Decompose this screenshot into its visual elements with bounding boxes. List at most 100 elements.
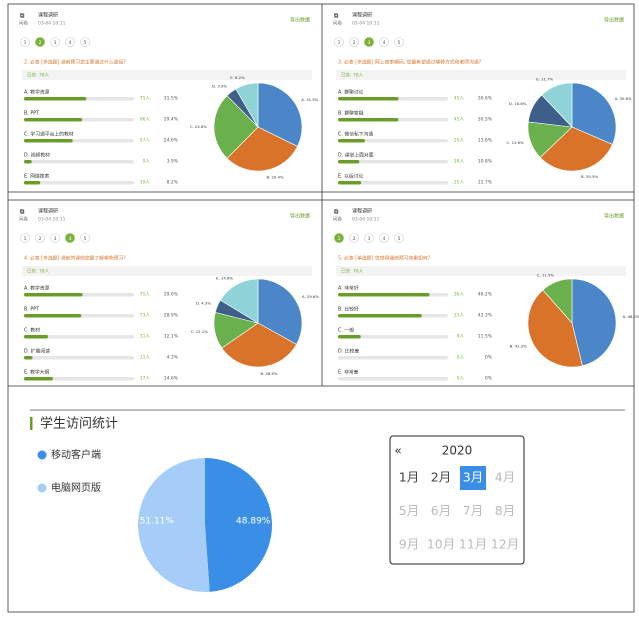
bar xyxy=(24,356,33,360)
bar-track xyxy=(338,335,448,339)
month: 4月 xyxy=(495,470,515,485)
export-button[interactable]: 导出数据 xyxy=(604,17,624,24)
option-label: A. 非常好 xyxy=(338,285,359,292)
count: 45人 xyxy=(454,96,465,102)
count: 20人 xyxy=(454,138,465,144)
month: 11月 xyxy=(459,537,487,552)
pie-slice xyxy=(571,278,617,367)
page-number: 5 xyxy=(84,40,87,46)
page-button[interactable] xyxy=(349,233,359,243)
bar xyxy=(338,335,361,339)
bar-track xyxy=(24,356,134,360)
icon: ⧉ xyxy=(334,13,339,20)
bar-track xyxy=(338,181,448,185)
percent: 31.5% xyxy=(164,96,179,102)
question: 2. 必答 [多选题] 课前预习您主要通过什么途径? xyxy=(24,59,126,66)
pie-label: B. 29.4% xyxy=(266,174,283,179)
month[interactable]: 3月 xyxy=(463,470,483,485)
percent: 0% xyxy=(485,376,493,382)
page-button[interactable] xyxy=(80,233,90,243)
percent: 3.9% xyxy=(167,159,179,165)
pie-slice xyxy=(542,278,573,324)
pie-label: E. 11.7% xyxy=(536,77,553,82)
page-button[interactable] xyxy=(364,233,374,243)
page-button[interactable] xyxy=(334,233,344,243)
count: 73人 xyxy=(140,313,151,319)
count: 0人 xyxy=(457,355,465,361)
bar xyxy=(338,118,399,122)
count: 66人 xyxy=(140,117,151,123)
export-button[interactable]: 导出数据 xyxy=(290,213,310,220)
app-name: 课程调研 xyxy=(352,208,372,215)
count: 31人 xyxy=(140,334,151,340)
answered: 已答: 78人 xyxy=(341,72,364,79)
answered: 已答: 78人 xyxy=(341,268,364,275)
percent: 13.6% xyxy=(478,138,493,144)
icon: ⧉ xyxy=(20,13,25,20)
page-button[interactable] xyxy=(394,37,404,47)
page-number: 1 xyxy=(24,236,27,242)
page-number: 2 xyxy=(39,40,42,46)
month: 7月 xyxy=(463,503,483,518)
calendar-prev[interactable]: « xyxy=(394,444,401,458)
kind: 问卷 xyxy=(333,216,342,223)
section-title: 学生访问统计 xyxy=(40,416,118,432)
pie-slice xyxy=(527,289,583,368)
pie-slice xyxy=(257,82,303,147)
count: 16人 xyxy=(454,159,465,165)
count: 45人 xyxy=(454,117,465,123)
month[interactable]: 1月 xyxy=(399,470,419,485)
page-button[interactable] xyxy=(379,233,389,243)
page-button[interactable] xyxy=(379,37,389,47)
legend-dot xyxy=(37,450,47,460)
export-button[interactable]: 导出数据 xyxy=(290,17,310,24)
percent: 24.6% xyxy=(164,138,179,144)
percent: 30.5% xyxy=(478,117,493,123)
question: 3. 必答 [多选题] 网上搜索期间, 您最希望通过哪种方式和老师沟通? xyxy=(338,59,482,66)
page-button[interactable] xyxy=(50,37,60,47)
kind: 问卷 xyxy=(19,20,28,27)
page-button[interactable] xyxy=(349,37,359,47)
page-button[interactable] xyxy=(65,37,75,47)
page-button[interactable] xyxy=(20,233,30,243)
page-button[interactable] xyxy=(35,37,45,47)
page-button[interactable] xyxy=(334,37,344,47)
app-name: 课程调研 xyxy=(38,12,58,19)
option-label: E. 非常差 xyxy=(338,369,359,376)
pie-label: D. 3.9% xyxy=(212,84,227,89)
page-button[interactable] xyxy=(35,233,45,243)
page-button[interactable] xyxy=(65,233,75,243)
bar-track xyxy=(338,377,448,381)
percent: 29.6% xyxy=(164,292,179,298)
pie-label: B. 28.9% xyxy=(261,371,278,376)
page-button[interactable] xyxy=(20,37,30,47)
bar-track xyxy=(24,160,134,164)
bar xyxy=(338,139,365,143)
page-number: 4 xyxy=(69,236,72,242)
kind: 问卷 xyxy=(19,216,28,223)
percent: 11.5% xyxy=(478,334,493,340)
page-button[interactable] xyxy=(364,37,374,47)
page-button[interactable] xyxy=(394,233,404,243)
option-label: A. 教学资源 xyxy=(24,285,50,292)
page-number: 3 xyxy=(54,40,57,46)
page-button[interactable] xyxy=(80,37,90,47)
percent: 0% xyxy=(485,355,493,361)
page-number: 5 xyxy=(398,40,401,46)
pie-slice xyxy=(541,82,573,128)
option-label: E. 网络搜索 xyxy=(24,173,49,180)
percent: 14.6% xyxy=(164,376,179,382)
frame xyxy=(7,3,635,613)
pie-label: E. 8.2% xyxy=(230,75,245,80)
page-button[interactable] xyxy=(50,233,60,243)
pie-label: C. 12.1% xyxy=(191,329,209,334)
pie-slice xyxy=(539,126,613,172)
page-number: 2 xyxy=(39,236,42,242)
page-number: 1 xyxy=(338,236,341,242)
percent: 12.1% xyxy=(164,334,179,340)
bar xyxy=(338,293,430,297)
pie-slice xyxy=(257,278,303,345)
month[interactable]: 2月 xyxy=(431,470,451,485)
export-button[interactable]: 导出数据 xyxy=(604,213,624,220)
time: 03-04 10:11 xyxy=(38,217,66,223)
